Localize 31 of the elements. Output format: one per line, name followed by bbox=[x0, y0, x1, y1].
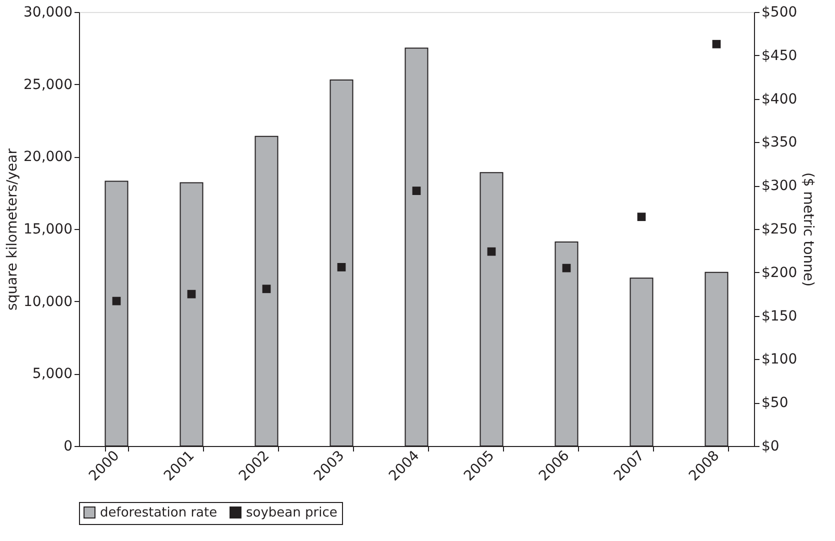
y2-tick-label: $100 bbox=[762, 352, 798, 368]
y2-axis-title: ($ metric tonne) bbox=[800, 172, 816, 287]
point bbox=[637, 212, 646, 222]
point bbox=[187, 290, 196, 298]
y2-tick-label: $150 bbox=[762, 308, 798, 324]
legend-label: soybean price bbox=[246, 506, 338, 521]
y2-tick-label: $200 bbox=[762, 264, 798, 281]
y2-tick-label: $350 bbox=[762, 134, 798, 151]
y-tick-label: 0 bbox=[64, 438, 72, 454]
point bbox=[112, 296, 121, 306]
y2-tick-label: $500 bbox=[762, 4, 798, 20]
y-tick-label: 20,000 bbox=[24, 149, 72, 166]
y-axis-title: square kilometers/year bbox=[4, 148, 21, 310]
y-tick-label: 10,000 bbox=[24, 294, 72, 310]
legend-label: deforestation rate bbox=[100, 506, 218, 521]
point bbox=[562, 264, 571, 272]
point bbox=[337, 263, 346, 272]
y2-tick-label: $50 bbox=[762, 395, 788, 412]
y-tick-label: 30,000 bbox=[24, 4, 72, 20]
y2-tick-label: $400 bbox=[762, 91, 798, 108]
y2-tick-label: $250 bbox=[762, 222, 798, 238]
y-tick-label: 5,000 bbox=[32, 366, 72, 382]
point bbox=[712, 40, 721, 48]
y2-tick-label: $450 bbox=[762, 48, 798, 64]
y-tick-label: 15,000 bbox=[24, 222, 72, 238]
point bbox=[487, 247, 496, 256]
y2-tick-label: $300 bbox=[762, 178, 798, 194]
y-tick-label: 25,000 bbox=[24, 76, 72, 93]
point bbox=[262, 284, 271, 294]
y2-tick-label: $0 bbox=[762, 438, 780, 454]
point bbox=[412, 186, 421, 195]
